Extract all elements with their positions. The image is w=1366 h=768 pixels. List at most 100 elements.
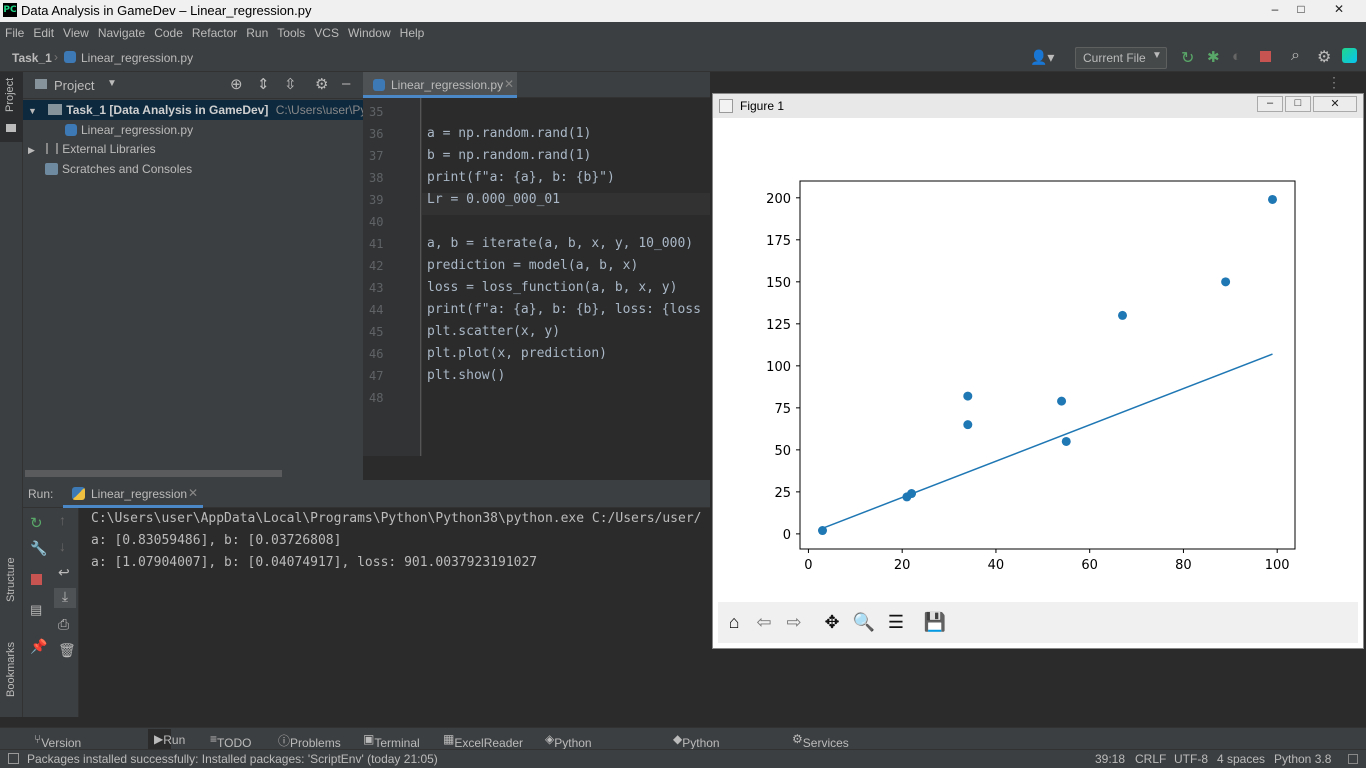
rerun-icon[interactable]: ↻ bbox=[1181, 50, 1195, 67]
search-icon[interactable]: ⌕ bbox=[1291, 47, 1300, 64]
tab-python-console[interactable]: ◆ Python Console bbox=[673, 732, 726, 764]
bottom-tool-tabs: ⑂ Version Control ▶ Run ≡ TODO ⓘ Problem… bbox=[0, 727, 1366, 764]
arrow-up-icon[interactable]: ↑ bbox=[59, 512, 66, 528]
project-tool-tab[interactable]: Project bbox=[4, 78, 16, 112]
figure-maximize-button[interactable]: □ bbox=[1285, 96, 1311, 112]
x-tick-label: 100 bbox=[1265, 558, 1290, 573]
pan-icon[interactable]: ✥ bbox=[824, 612, 840, 632]
rerun-icon[interactable]: ↻ bbox=[30, 515, 43, 532]
run-tab[interactable]: Linear_regression ✕ bbox=[63, 480, 203, 508]
status-message[interactable]: Packages installed successfully: Install… bbox=[27, 752, 438, 766]
tab-linear-regression[interactable]: Linear_regression.py ✕ bbox=[363, 72, 517, 98]
close-tab-icon[interactable]: ✕ bbox=[504, 77, 515, 91]
tree-item-external-libraries[interactable]: ▶ External Libraries bbox=[28, 139, 156, 159]
user-icon[interactable]: 👤▾ bbox=[1030, 49, 1055, 65]
hide-icon[interactable]: – bbox=[342, 75, 351, 92]
stop-icon[interactable] bbox=[1260, 51, 1271, 62]
line-number: 41 bbox=[369, 237, 384, 251]
configure-subplots-icon[interactable]: ☰ bbox=[887, 612, 905, 632]
soft-wrap-icon[interactable]: ↩ bbox=[58, 564, 70, 580]
maximize-button[interactable]: □ bbox=[1297, 2, 1305, 16]
status-bar: Packages installed successfully: Install… bbox=[0, 749, 1366, 768]
minimize-button[interactable]: – bbox=[1271, 2, 1279, 16]
y-tick-label: 0 bbox=[783, 528, 791, 543]
layout-icon[interactable]: ▤ bbox=[30, 602, 43, 617]
chevron-down-icon[interactable]: ▼ bbox=[107, 78, 117, 89]
figure-window[interactable]: Figure 1 – □ ✕ 0 20 40 60 80 100 0 25 50 75 100 125… bbox=[712, 93, 1364, 649]
pin-icon[interactable]: 📌 bbox=[30, 638, 48, 654]
tree-item-scratches[interactable]: Scratches and Consoles bbox=[45, 159, 192, 179]
print-icon[interactable]: ⎙ bbox=[58, 616, 70, 632]
menu-file[interactable]: File bbox=[5, 26, 25, 40]
structure-tool-tab[interactable]: Structure bbox=[5, 557, 17, 602]
tree-selection-highlight bbox=[23, 100, 363, 120]
back-icon[interactable]: ⇦ bbox=[756, 612, 772, 632]
status-position[interactable]: 39:18 bbox=[1095, 752, 1126, 766]
run-label: Run: bbox=[28, 487, 54, 501]
tab-python-packages[interactable]: ◈ Python Packages bbox=[545, 732, 607, 764]
collapse-all-icon[interactable]: ⇳ bbox=[284, 76, 297, 93]
figure-close-button[interactable]: ✕ bbox=[1313, 96, 1357, 112]
menu-edit[interactable]: Edit bbox=[33, 26, 55, 40]
horizontal-scrollbar[interactable] bbox=[25, 470, 282, 477]
tab-services[interactable]: ⚙ Services bbox=[792, 732, 849, 750]
zoom-icon[interactable]: 🔍 bbox=[852, 612, 876, 632]
debug-icon[interactable]: ✱ bbox=[1207, 49, 1220, 66]
tree-item-linear-regression[interactable]: Linear_regression.py bbox=[65, 120, 193, 140]
close-tab-icon[interactable]: ✕ bbox=[188, 486, 199, 500]
status-interpreter[interactable]: Python 3.8 bbox=[1274, 752, 1332, 766]
coverage-icon[interactable]: ◐ bbox=[1232, 48, 1242, 65]
breadcrumb-project[interactable]: Task_1 bbox=[12, 51, 52, 65]
arrow-down-icon[interactable]: ↓ bbox=[59, 538, 66, 554]
editor-extension: ⋮ bbox=[710, 72, 1366, 93]
more-icon[interactable]: ⋮ bbox=[1327, 74, 1341, 90]
regression-line bbox=[822, 353, 1273, 530]
tab-terminal[interactable]: ▣ Terminal bbox=[363, 732, 420, 750]
close-button[interactable]: ✕ bbox=[1333, 2, 1345, 16]
status-indent[interactable]: 4 spaces bbox=[1217, 752, 1266, 766]
structure-tool-label: Structure bbox=[5, 557, 17, 602]
run-config-select[interactable]: Current File ▼ bbox=[1075, 47, 1167, 69]
wrench-icon[interactable]: 🔧 bbox=[30, 540, 48, 556]
gear-icon[interactable]: ⚙ bbox=[1317, 49, 1332, 66]
expand-all-icon[interactable]: ⇕ bbox=[257, 76, 270, 93]
scroll-to-end-icon[interactable]: ⤓ bbox=[54, 588, 76, 608]
scatter-point bbox=[818, 526, 827, 536]
jetbrains-toolbox-icon[interactable] bbox=[1342, 48, 1357, 63]
menu-help[interactable]: Help bbox=[399, 26, 425, 40]
tab-version-control[interactable]: ⑂ Version Control bbox=[34, 732, 81, 764]
breadcrumb-file[interactable]: Linear_regression.py bbox=[81, 51, 194, 65]
home-icon[interactable]: ⌂ bbox=[728, 612, 740, 632]
menu-vcs[interactable]: VCS bbox=[314, 26, 339, 40]
tab-problems[interactable]: ⓘ Problems bbox=[278, 734, 341, 750]
code-line: print(f"a: {a}, b: {b}, loss: {loss bbox=[427, 302, 701, 317]
figure-minimize-button[interactable]: – bbox=[1257, 96, 1283, 112]
forward-icon[interactable]: ⇨ bbox=[786, 612, 802, 632]
gear-icon[interactable]: ⚙ bbox=[315, 76, 329, 93]
status-line-separator[interactable]: CRLF bbox=[1135, 752, 1167, 766]
menu-code[interactable]: Code bbox=[154, 26, 183, 40]
scatter-point bbox=[1268, 194, 1277, 204]
status-toggle-icon[interactable] bbox=[8, 753, 19, 764]
trash-icon[interactable]: 🗑 bbox=[58, 642, 76, 658]
status-encoding[interactable]: UTF-8 bbox=[1174, 752, 1208, 766]
tab-run[interactable]: ▶ Run bbox=[148, 729, 185, 749]
menu-refactor[interactable]: Refactor bbox=[191, 26, 238, 40]
stop-icon[interactable] bbox=[31, 574, 42, 585]
menu-run[interactable]: Run bbox=[246, 26, 269, 40]
tab-todo[interactable]: ≡ TODO bbox=[210, 732, 252, 750]
menu-view[interactable]: View bbox=[63, 26, 89, 40]
menu-tools[interactable]: Tools bbox=[277, 26, 306, 40]
project-panel-title[interactable]: Project bbox=[54, 78, 95, 93]
locate-icon[interactable]: ⊕ bbox=[230, 76, 243, 93]
bookmarks-tool-tab[interactable]: Bookmarks bbox=[5, 642, 17, 697]
tree-item-project-root[interactable]: ▼ Task_1 [Data Analysis in GameDev] C:\U… bbox=[28, 100, 379, 120]
menu-navigate[interactable]: Navigate bbox=[97, 26, 146, 40]
code-line: plt.plot(x, prediction) bbox=[427, 346, 608, 361]
save-figure-icon[interactable]: 💾 bbox=[923, 612, 947, 632]
tab-label: Linear_regression.py bbox=[391, 78, 504, 92]
tab-label: Problems bbox=[290, 736, 341, 750]
notifications-icon[interactable] bbox=[1348, 754, 1358, 764]
menu-window[interactable]: Window bbox=[347, 26, 391, 40]
tab-excelreader[interactable]: ▦ ExcelReader bbox=[443, 732, 524, 750]
